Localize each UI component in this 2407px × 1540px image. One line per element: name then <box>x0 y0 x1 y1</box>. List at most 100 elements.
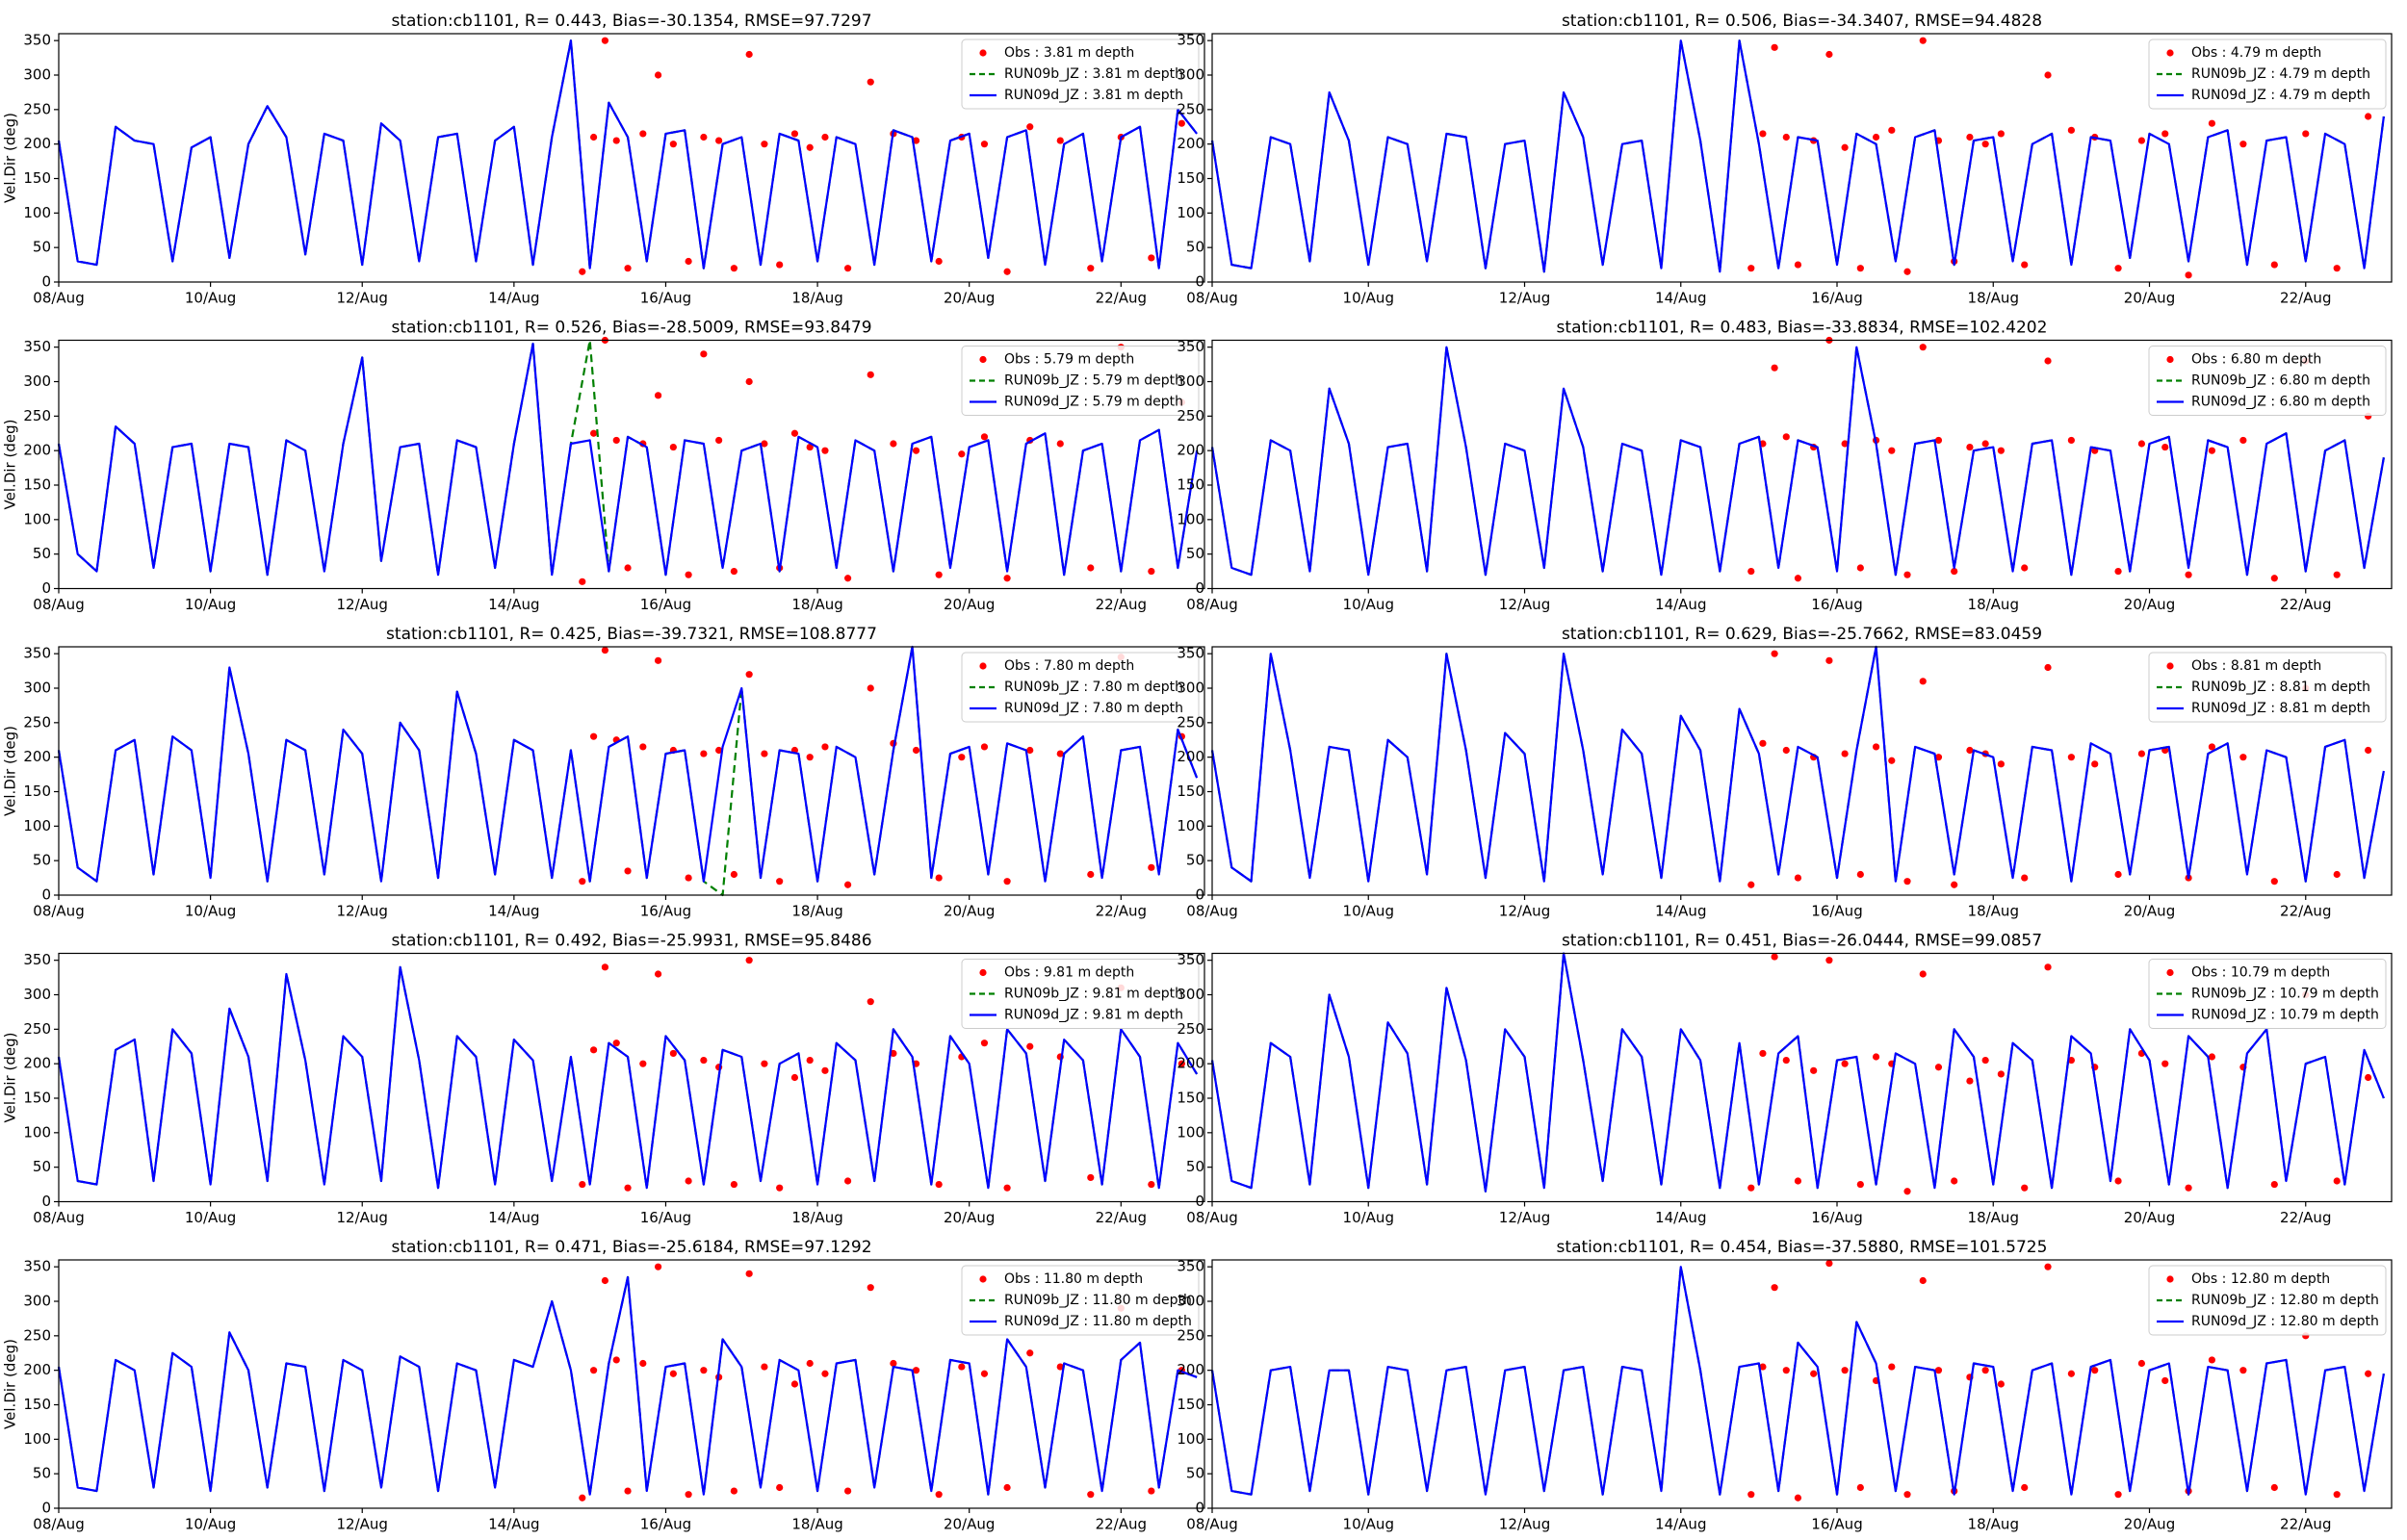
obs-point <box>1178 1060 1185 1067</box>
obs-point <box>1841 440 1849 448</box>
obs-point <box>1782 433 1790 441</box>
x-tick-label: 14/Aug <box>488 903 539 920</box>
y-tick-label: 100 <box>23 204 51 221</box>
obs-point <box>2161 443 2169 451</box>
chart-title: station:cb1101, R= 0.506, Bias=-34.3407,… <box>1562 12 2042 31</box>
legend-label: Obs : 12.80 m depth <box>2191 1271 2330 1287</box>
y-tick-label: 200 <box>23 442 51 459</box>
y-tick-label: 100 <box>23 1123 51 1141</box>
legend-marker <box>979 355 987 364</box>
chart-title: station:cb1101, R= 0.443, Bias=-30.1354,… <box>391 12 871 31</box>
obs-point <box>1825 1259 1833 1268</box>
model-line <box>57 965 1199 1190</box>
legend-label: RUN09b_JZ : 7.80 m depth <box>1004 680 1183 695</box>
y-tick-label: 150 <box>23 476 51 494</box>
legend-label: Obs : 9.81 m depth <box>1004 965 1134 981</box>
model-line <box>57 645 1199 883</box>
legend-label: Obs : 4.79 m depth <box>2191 45 2321 61</box>
obs-point <box>1841 1367 1849 1374</box>
x-tick-label: 22/Aug <box>2280 290 2331 307</box>
obs-point <box>761 440 768 448</box>
x-tick-label: 20/Aug <box>944 903 995 920</box>
obs-point <box>1934 1064 1943 1071</box>
x-tick-label: 22/Aug <box>1096 903 1147 920</box>
legend-box <box>2148 38 2387 110</box>
legend-label: Obs : 3.81 m depth <box>1004 45 1134 61</box>
obs-point <box>700 750 708 757</box>
x-tick-label: 16/Aug <box>640 903 691 920</box>
obs-point <box>1148 1487 1155 1495</box>
x-tick-label: 20/Aug <box>2124 1209 2175 1226</box>
x-tick-label: 16/Aug <box>1811 1516 1862 1533</box>
x-tick-label: 20/Aug <box>944 1516 995 1533</box>
obs-point <box>1856 1180 1864 1189</box>
x-tick-label: 10/Aug <box>185 903 236 920</box>
x-tick-label: 12/Aug <box>1499 1516 1550 1533</box>
x-tick-label: 08/Aug <box>33 1516 84 1533</box>
obs-point <box>1934 754 1943 761</box>
obs-point <box>2270 1180 2278 1189</box>
obs-point <box>1934 436 1943 445</box>
y-axis-label: Vel.Dir (deg) <box>2 420 19 510</box>
x-tick-label: 08/Aug <box>1186 1516 1237 1533</box>
y-tick-label: 150 <box>23 783 51 800</box>
obs-point <box>958 450 966 458</box>
obs-point <box>1981 1367 1989 1374</box>
obs-point <box>2270 261 2278 269</box>
obs-point <box>806 143 814 151</box>
obs-point <box>1966 1077 1974 1085</box>
obs-point <box>579 578 586 585</box>
legend-box <box>961 959 1200 1029</box>
y-tick-label: 250 <box>1177 1020 1204 1038</box>
chart-title: station:cb1101, R= 0.451, Bias=-26.0444,… <box>1562 932 2042 951</box>
obs-point <box>2161 1376 2169 1385</box>
y-tick-label: 50 <box>1186 1465 1204 1482</box>
x-tick-label: 12/Aug <box>337 596 388 613</box>
obs-point <box>745 1270 753 1277</box>
obs-point <box>912 1367 920 1374</box>
obs-point <box>745 957 753 964</box>
obs-point <box>2270 1483 2278 1492</box>
obs-point <box>980 1040 989 1047</box>
obs-point <box>1856 564 1864 572</box>
y-tick-label: 250 <box>23 713 51 731</box>
obs-point <box>867 78 874 86</box>
obs-point <box>1782 133 1790 141</box>
obs-point <box>761 750 768 757</box>
obs-point <box>844 265 852 272</box>
obs-point <box>2239 754 2247 761</box>
obs-point <box>612 137 620 144</box>
x-tick-label: 20/Aug <box>2124 290 2175 307</box>
axes-frame <box>58 1259 1205 1509</box>
x-tick-label: 20/Aug <box>944 596 995 613</box>
x-tick-label: 16/Aug <box>1811 596 1862 613</box>
obs-point <box>1087 564 1095 572</box>
obs-point <box>776 261 784 269</box>
x-tick-label: 16/Aug <box>640 596 691 613</box>
obs-point <box>2067 1056 2075 1065</box>
y-tick-label: 100 <box>23 510 51 527</box>
obs-point <box>1997 760 2005 768</box>
obs-point <box>761 1363 768 1371</box>
obs-point <box>2208 743 2216 751</box>
y-tick-label: 50 <box>33 852 51 869</box>
obs-point <box>844 575 852 582</box>
obs-point <box>776 878 784 886</box>
chart-title: station:cb1101, R= 0.492, Bias=-25.9931,… <box>391 932 871 951</box>
obs-point <box>790 1073 799 1082</box>
obs-point <box>589 732 598 740</box>
x-tick-label: 16/Aug <box>1811 903 1862 920</box>
obs-point <box>761 1060 768 1067</box>
chart-title: station:cb1101, R= 0.483, Bias=-33.8834,… <box>1557 319 2048 338</box>
obs-point <box>730 1487 738 1495</box>
x-tick-label: 18/Aug <box>791 596 842 613</box>
legend-marker <box>2166 355 2174 364</box>
y-axis-label: Vel.Dir (deg) <box>2 113 19 203</box>
legend-label: RUN09b_JZ : 10.79 m depth <box>2191 987 2379 1002</box>
obs-point <box>685 874 692 882</box>
obs-point <box>2114 567 2122 576</box>
y-tick-label: 100 <box>23 817 51 834</box>
x-tick-label: 08/Aug <box>1186 903 1237 920</box>
obs-point <box>1872 133 1880 141</box>
y-tick-label: 350 <box>1177 1258 1204 1275</box>
